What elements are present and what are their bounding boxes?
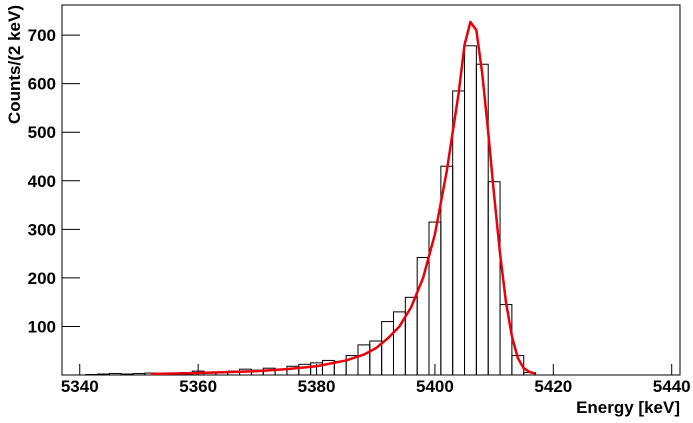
x-tick-label: 5340 — [61, 377, 99, 396]
y-tick-label: 400 — [28, 172, 56, 191]
x-axis-label: Energy [keV] — [576, 398, 680, 417]
x-tick-label: 5420 — [534, 377, 572, 396]
histogram-bin — [464, 45, 477, 376]
histogram-bin — [487, 181, 501, 376]
histogram-bin — [108, 373, 122, 376]
x-tick-label: 5400 — [416, 377, 454, 396]
histogram-bin — [381, 321, 394, 376]
histogram-bin — [97, 373, 110, 376]
y-tick-label: 200 — [28, 269, 56, 288]
histogram-bin — [120, 373, 134, 376]
histogram-bin — [132, 373, 146, 376]
x-tick-label: 5360 — [179, 377, 217, 396]
histogram-bin — [499, 304, 513, 376]
histogram-bin — [452, 90, 466, 376]
y-tick-label: 600 — [28, 75, 56, 94]
fit-curve — [150, 20, 536, 376]
histogram-bin — [357, 344, 371, 376]
x-tick-label: 5440 — [653, 377, 691, 396]
y-tick-label: 300 — [28, 220, 56, 239]
x-tick-label: 5380 — [298, 377, 336, 396]
y-tick-label: 500 — [28, 123, 56, 142]
y-axis-label: Counts/(2 keV) — [5, 5, 24, 124]
plot-frame — [61, 4, 681, 376]
y-tick-label: 700 — [28, 26, 56, 45]
y-tick-label: 100 — [28, 317, 56, 336]
